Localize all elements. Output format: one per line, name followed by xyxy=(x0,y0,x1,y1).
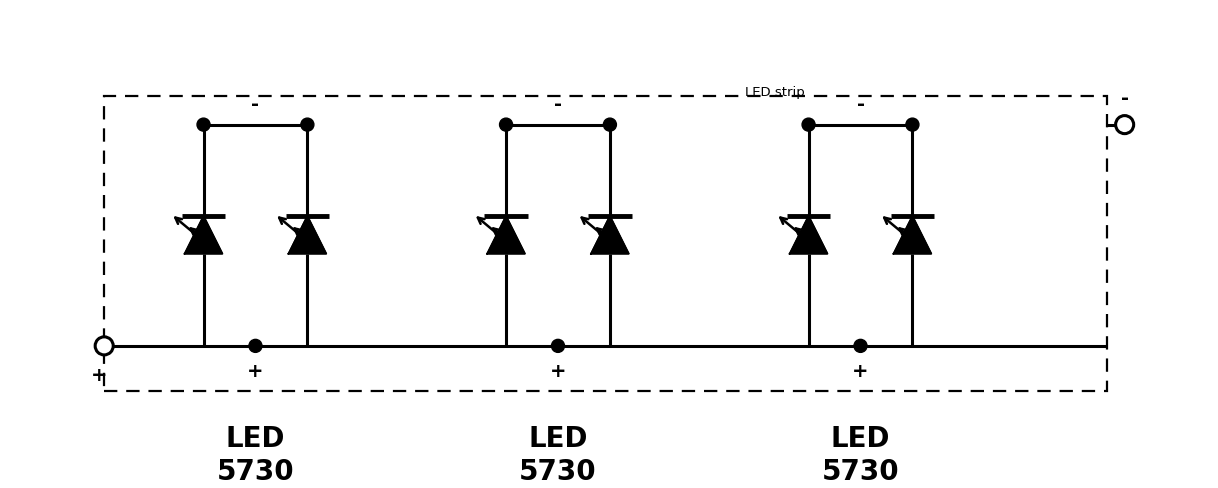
Circle shape xyxy=(499,118,513,131)
Polygon shape xyxy=(591,216,628,254)
Circle shape xyxy=(552,339,564,352)
Text: -: - xyxy=(251,95,259,114)
Circle shape xyxy=(1116,116,1134,134)
Text: LED
5730: LED 5730 xyxy=(519,426,597,486)
Text: -: - xyxy=(554,95,561,114)
Circle shape xyxy=(603,118,616,131)
Circle shape xyxy=(906,118,918,131)
Text: -: - xyxy=(1121,89,1129,108)
Text: LED
5730: LED 5730 xyxy=(217,426,295,486)
Circle shape xyxy=(803,118,815,131)
Bar xyxy=(105,96,1107,391)
Text: LED strip: LED strip xyxy=(745,86,805,100)
Text: LED
5730: LED 5730 xyxy=(822,426,899,486)
Text: -: - xyxy=(856,95,865,114)
Text: +: + xyxy=(90,366,107,385)
Polygon shape xyxy=(289,216,326,254)
Polygon shape xyxy=(185,216,223,254)
Text: +: + xyxy=(549,362,566,381)
Polygon shape xyxy=(894,216,932,254)
Circle shape xyxy=(248,339,262,352)
Polygon shape xyxy=(789,216,827,254)
Circle shape xyxy=(301,118,314,131)
Circle shape xyxy=(95,337,113,355)
Circle shape xyxy=(197,118,209,131)
Text: +: + xyxy=(853,362,868,381)
Text: +: + xyxy=(247,362,264,381)
Polygon shape xyxy=(487,216,525,254)
Circle shape xyxy=(854,339,867,352)
